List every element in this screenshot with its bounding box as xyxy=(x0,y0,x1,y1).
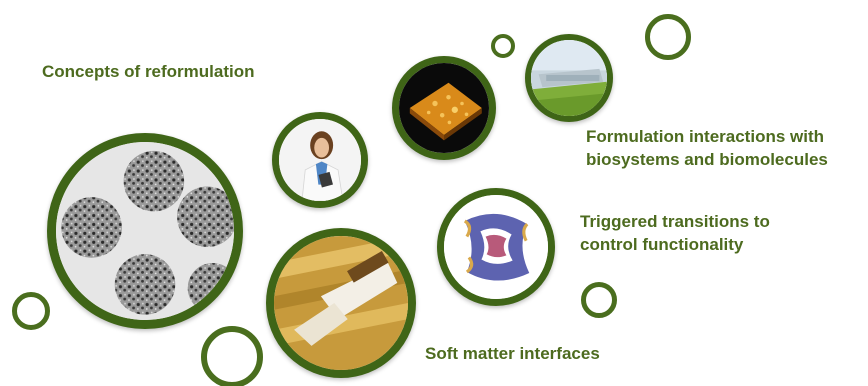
scientist-photo xyxy=(272,112,368,208)
decorative-ring xyxy=(491,34,515,58)
triggered-label-line2: control functionality xyxy=(580,235,744,254)
painting-photo xyxy=(266,228,416,378)
decorative-ring xyxy=(645,14,691,60)
microscopy-image xyxy=(47,133,243,329)
decorative-ring xyxy=(581,282,617,318)
building-photo xyxy=(525,34,613,122)
concepts-label: Concepts of reformulation xyxy=(42,62,255,81)
afm-surface-image xyxy=(392,56,496,160)
soft-matter-label: Soft matter interfaces xyxy=(425,344,600,363)
decorative-ring xyxy=(12,292,50,330)
decorative-ring xyxy=(201,326,263,386)
gyroid-structure-image xyxy=(437,188,555,306)
formulation-label-line1: Formulation interactions with xyxy=(586,127,825,146)
formulation-label-line2: biosystems and biomolecules xyxy=(586,150,828,169)
triggered-label-line1: Triggered transitions to xyxy=(580,212,770,231)
